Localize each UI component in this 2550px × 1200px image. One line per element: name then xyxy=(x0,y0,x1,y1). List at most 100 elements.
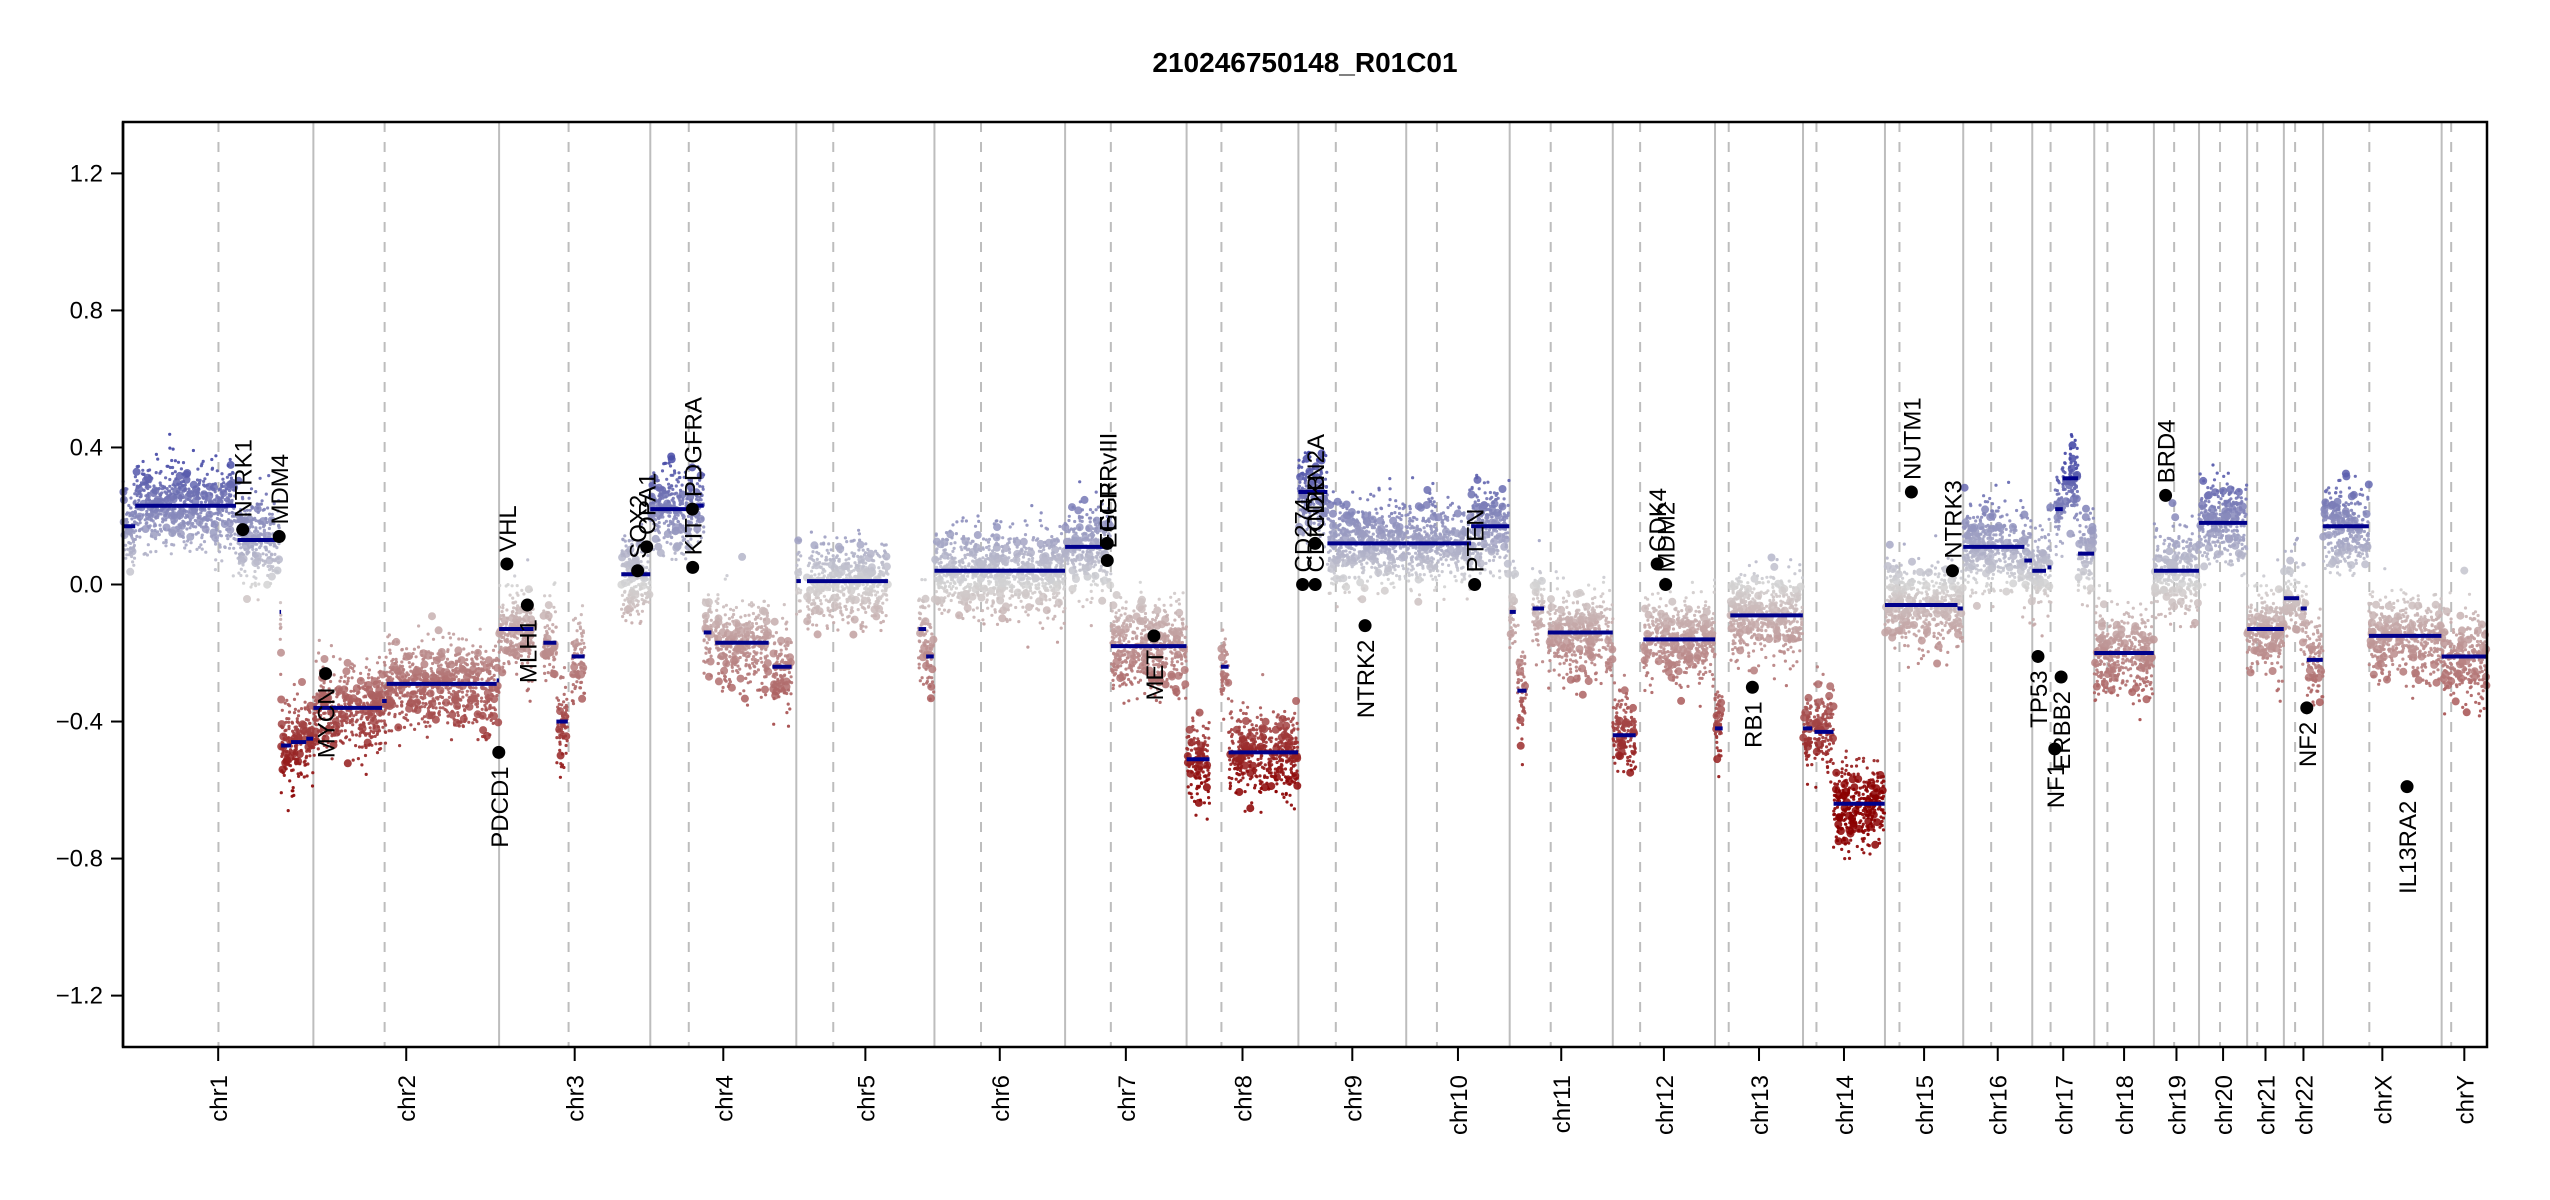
probe-point xyxy=(822,541,826,545)
probe-point xyxy=(149,513,153,517)
probe-point xyxy=(932,690,936,694)
probe-point xyxy=(562,666,567,670)
probe-point xyxy=(923,578,927,582)
probe-point xyxy=(163,527,167,531)
probe-point xyxy=(995,622,1000,627)
probe-point xyxy=(707,650,712,655)
probe-point xyxy=(375,751,380,755)
probe-point xyxy=(928,646,932,651)
probe-point xyxy=(1046,616,1050,620)
probe-point xyxy=(763,634,767,638)
probe-point xyxy=(171,465,175,470)
probe-point xyxy=(789,675,793,679)
probe-point xyxy=(228,534,232,538)
probe-point xyxy=(164,476,168,480)
probe-point xyxy=(528,699,532,703)
probe-point xyxy=(259,558,264,562)
probe-point xyxy=(751,645,755,649)
probe-point xyxy=(131,540,136,544)
probe-point xyxy=(364,665,368,670)
probe-point xyxy=(405,647,409,651)
probe-point xyxy=(866,596,871,600)
probe-point xyxy=(283,701,287,705)
probe-point xyxy=(239,567,243,571)
probe-point xyxy=(134,529,138,533)
probe-point xyxy=(877,595,881,599)
probe-point xyxy=(465,702,474,711)
probe-point xyxy=(361,685,365,689)
probe-point xyxy=(227,546,232,550)
probe-point xyxy=(1055,640,1060,644)
probe-point xyxy=(756,668,761,672)
probe-point xyxy=(209,492,213,496)
probe-point xyxy=(125,511,130,515)
probe-point xyxy=(722,625,726,629)
probe-point xyxy=(754,621,759,626)
probe-point xyxy=(808,556,812,560)
probe-point xyxy=(162,541,166,545)
probe-point xyxy=(358,700,362,704)
probe-point xyxy=(390,729,394,733)
probe-point xyxy=(667,523,671,527)
probe-point xyxy=(360,730,365,734)
probe-point xyxy=(795,589,799,593)
probe-point xyxy=(858,582,862,586)
probe-point xyxy=(435,658,439,662)
probe-point xyxy=(204,515,208,520)
probe-point xyxy=(500,610,504,614)
probe-point xyxy=(285,757,289,761)
probe-point xyxy=(186,532,195,541)
probe-point xyxy=(408,699,412,703)
probe-point xyxy=(455,666,459,670)
probe-point xyxy=(164,538,168,542)
probe-point xyxy=(668,530,672,534)
probe-point xyxy=(221,477,225,481)
probe-point xyxy=(811,565,815,570)
probe-point xyxy=(440,672,445,676)
probe-point xyxy=(218,518,222,522)
probe-point xyxy=(264,548,268,552)
probe-point xyxy=(1038,621,1042,625)
probe-point xyxy=(234,537,238,542)
probe-point xyxy=(542,645,546,649)
probe-point xyxy=(234,551,238,555)
probe-point xyxy=(393,715,397,719)
probe-point xyxy=(273,559,277,563)
probe-point xyxy=(209,518,213,522)
probe-point xyxy=(480,696,484,700)
probe-point xyxy=(214,454,218,458)
probe-point xyxy=(826,599,831,604)
probe-point xyxy=(742,653,746,657)
probe-point xyxy=(884,557,888,561)
probe-point xyxy=(171,513,175,517)
probe-point xyxy=(149,508,153,512)
probe-point xyxy=(468,686,472,690)
probe-point xyxy=(752,650,756,654)
probe-point xyxy=(490,692,494,696)
probe-point xyxy=(478,645,483,649)
probe-point xyxy=(163,490,167,494)
probe-point xyxy=(795,537,799,541)
probe-point xyxy=(704,614,708,618)
probe-point xyxy=(158,493,163,497)
probe-point xyxy=(559,723,563,727)
probe-point xyxy=(635,590,640,594)
probe-point xyxy=(511,606,516,610)
probe-point xyxy=(715,608,719,613)
probe-point xyxy=(846,615,850,619)
probe-point xyxy=(704,646,708,650)
probe-point xyxy=(449,643,453,647)
probe-point xyxy=(864,542,868,546)
probe-point xyxy=(439,663,443,667)
probe-point xyxy=(167,507,171,511)
probe-point xyxy=(218,533,222,537)
probe-point xyxy=(370,690,374,694)
probe-point xyxy=(437,701,441,706)
probe-point xyxy=(454,705,458,709)
probe-point xyxy=(671,487,675,491)
probe-point xyxy=(580,604,585,608)
probe-point xyxy=(717,631,721,636)
probe-point xyxy=(579,680,584,685)
probe-point xyxy=(398,744,402,748)
probe-point xyxy=(354,699,359,703)
